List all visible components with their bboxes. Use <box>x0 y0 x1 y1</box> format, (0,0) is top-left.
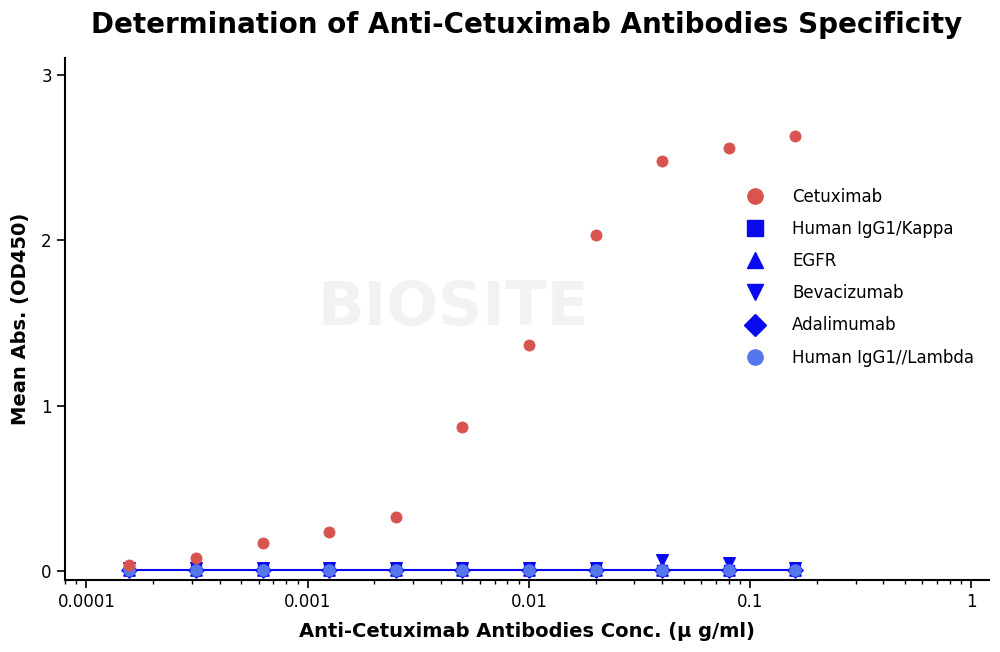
Point <box>588 563 604 573</box>
Point <box>454 565 470 575</box>
Point <box>454 422 470 432</box>
Point <box>454 565 470 575</box>
Point <box>654 565 670 575</box>
Point <box>721 565 737 575</box>
Point <box>255 565 271 575</box>
Point <box>388 511 404 522</box>
Point <box>188 563 204 573</box>
Point <box>521 565 537 575</box>
Point <box>787 565 803 575</box>
Point <box>121 565 137 575</box>
Point <box>255 563 271 573</box>
Point <box>188 553 204 563</box>
Point <box>321 526 337 537</box>
Point <box>188 565 204 575</box>
Point <box>321 565 337 575</box>
Point <box>388 565 404 575</box>
Point <box>787 130 803 141</box>
Point <box>521 563 537 573</box>
Point <box>388 565 404 575</box>
Point <box>787 565 803 575</box>
Point <box>388 565 404 575</box>
Legend: Cetuximab, Human IgG1/Kappa, EGFR, Bevacizumab, Adalimumab, Human IgG1//Lambda: Cetuximab, Human IgG1/Kappa, EGFR, Bevac… <box>732 181 981 373</box>
Point <box>654 565 670 575</box>
Point <box>121 565 137 575</box>
Point <box>787 565 803 575</box>
Point <box>654 565 670 575</box>
Point <box>121 563 137 573</box>
Text: BIOSITE: BIOSITE <box>317 279 589 338</box>
Point <box>521 339 537 349</box>
Point <box>721 142 737 153</box>
Point <box>721 565 737 575</box>
Point <box>588 565 604 575</box>
Point <box>654 156 670 166</box>
Point <box>588 565 604 575</box>
Point <box>388 565 404 575</box>
Point <box>188 565 204 575</box>
Point <box>588 565 604 575</box>
Y-axis label: Mean Abs. (OD450): Mean Abs. (OD450) <box>11 213 30 425</box>
Point <box>721 565 737 575</box>
Point <box>454 565 470 575</box>
Point <box>521 565 537 575</box>
Point <box>721 558 737 569</box>
Point <box>721 565 737 575</box>
Point <box>588 230 604 241</box>
Point <box>121 565 137 575</box>
Point <box>255 538 271 548</box>
Point <box>454 563 470 573</box>
Point <box>121 559 137 570</box>
Point <box>321 565 337 575</box>
Title: Determination of Anti-Cetuximab Antibodies Specificity: Determination of Anti-Cetuximab Antibodi… <box>91 11 963 39</box>
Point <box>255 565 271 575</box>
Point <box>521 565 537 575</box>
Point <box>321 565 337 575</box>
Point <box>654 565 670 575</box>
Point <box>321 565 337 575</box>
Point <box>188 565 204 575</box>
Point <box>521 565 537 575</box>
Point <box>588 565 604 575</box>
Point <box>787 565 803 575</box>
Point <box>787 563 803 573</box>
Point <box>121 565 137 575</box>
Point <box>388 563 404 573</box>
X-axis label: Anti-Cetuximab Antibodies Conc. (μ g/ml): Anti-Cetuximab Antibodies Conc. (μ g/ml) <box>299 622 755 641</box>
Point <box>654 554 670 565</box>
Point <box>188 565 204 575</box>
Point <box>454 565 470 575</box>
Point <box>255 565 271 575</box>
Point <box>255 565 271 575</box>
Point <box>321 563 337 573</box>
